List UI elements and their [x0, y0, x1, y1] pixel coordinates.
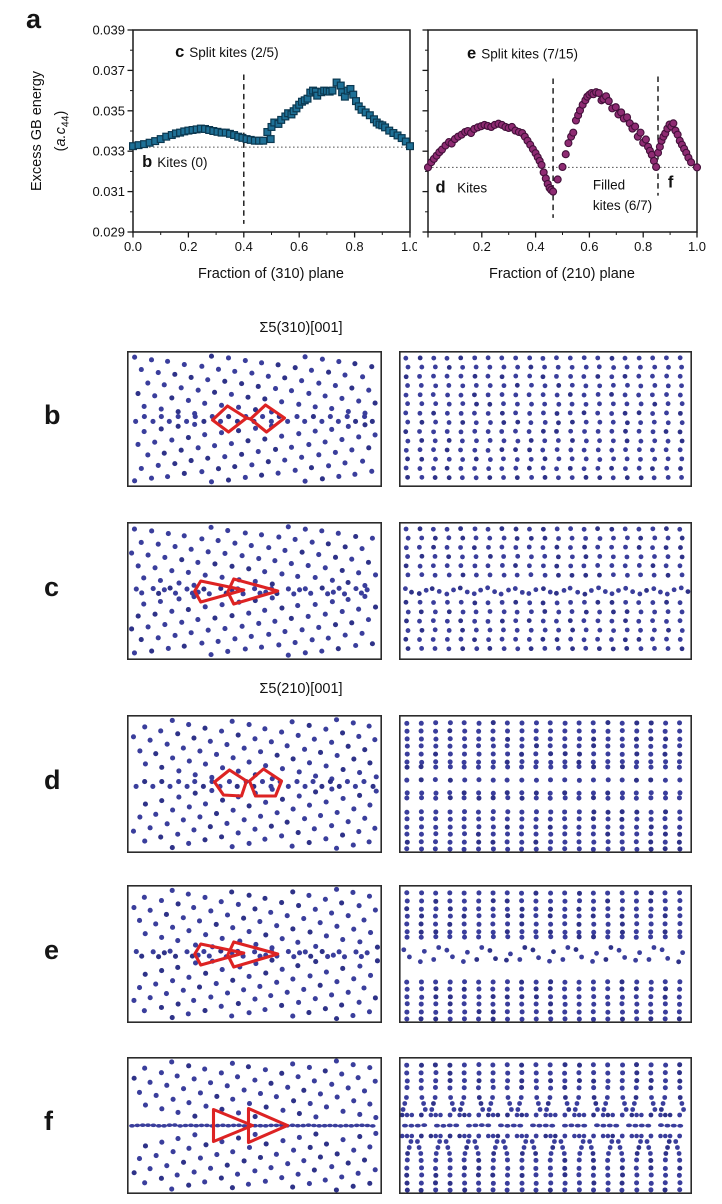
panel-label-c: c: [44, 572, 60, 602]
chart-gb-energy-310: 0.0 0.2 0.4 0.6 0.8 1.0 0.029 0.031 0.033 0.035 0.…: [29, 23, 417, 283]
panel-border: [127, 885, 382, 1023]
panel-border: [399, 522, 692, 660]
panel-f-gb-structure: [127, 1057, 382, 1194]
kite-structural-unit-outline: [193, 940, 280, 969]
plot-annotation: e Split kites (7/15): [467, 44, 578, 62]
x-tick-label: 0.8: [634, 239, 652, 254]
panel-border: [127, 522, 382, 660]
panel-row-e: e: [0, 885, 722, 1023]
panel-border: [127, 1057, 382, 1194]
panel-e-gb-structure: [127, 885, 382, 1023]
atom-dots: [131, 886, 380, 1022]
panel-label-d: d: [44, 765, 61, 795]
y-axis-title: Excess GB energy: [29, 70, 45, 191]
panel-d-gb-structure: [127, 715, 382, 853]
atom-dots: [399, 1062, 686, 1193]
panel-b-gb-structure: [127, 351, 382, 487]
kite-structural-unit-outline: [212, 767, 284, 798]
panel-border: [399, 715, 692, 853]
panel-row-f: f: [0, 1057, 722, 1194]
atom-dots: [404, 720, 683, 852]
y-axis-unit: (a.c44): [53, 111, 72, 152]
x-axis-title: Fraction of (210) plane: [489, 266, 635, 282]
atom-dots: [403, 526, 691, 652]
panel-d-lattice-columns: [399, 715, 692, 853]
panel-row-c: c: [0, 522, 722, 660]
plot-annotation: Filled: [593, 178, 625, 193]
atom-dots: [401, 890, 686, 1022]
x-tick-label: 0.0: [124, 239, 142, 254]
kite-structural-unit-outline: [210, 403, 287, 434]
x-tick-label: 0.6: [580, 239, 598, 254]
panel-label-e: e: [44, 935, 60, 965]
x-tick-label: 0.4: [527, 239, 545, 254]
panel-row-d: d: [0, 715, 722, 853]
section-title-210: Σ5(210)[001]: [259, 681, 343, 697]
x-tick-label: 0.4: [235, 239, 253, 254]
panel-border: [399, 885, 692, 1023]
chart-gb-energy-210: 0.2 0.4 0.6 0.8 1.0 Fraction of (210) plane e S…: [422, 29, 706, 282]
plot-annotation: kites (6/7): [593, 198, 652, 213]
atom-dots: [403, 355, 685, 481]
plot-annotation: d: [436, 179, 446, 197]
panel-label-a: a: [26, 4, 42, 34]
plot-annotation: c Split kites (2/5): [175, 43, 278, 61]
panel-b-lattice-columns: [399, 351, 692, 487]
panel-c-lattice-columns: [399, 522, 692, 660]
atom-dots: [130, 717, 379, 851]
y-tick-label: 0.029: [92, 225, 125, 240]
y-tick-label: 0.031: [92, 184, 125, 199]
atom-dots: [132, 353, 378, 485]
atom-dots: [129, 1058, 379, 1193]
panel-row-b: b: [0, 351, 722, 487]
plot-annotation: Kites: [457, 181, 487, 196]
atom-dots: [129, 524, 379, 658]
kite-structural-unit-outline: [211, 1106, 290, 1145]
y-tick-label: 0.039: [92, 23, 125, 38]
panel-border: [399, 1057, 692, 1194]
panel-border: [127, 351, 382, 487]
scatter-points: [423, 88, 702, 196]
x-tick-label: 0.2: [179, 239, 197, 254]
panel-label-b: b: [44, 400, 61, 430]
y-tick-label: 0.033: [92, 144, 125, 159]
section-title-310: Σ5(310)[001]: [259, 320, 343, 336]
panel-border: [127, 715, 382, 853]
panel-label-f: f: [44, 1106, 53, 1136]
plot-annotation: f: [668, 174, 674, 192]
x-tick-label: 1.0: [401, 239, 417, 254]
x-tick-label: 0.2: [473, 239, 491, 254]
panel-border: [399, 351, 692, 487]
x-tick-label: 0.8: [346, 239, 364, 254]
x-tick-label: 0.6: [290, 239, 308, 254]
x-axis-title: Fraction of (310) plane: [198, 266, 344, 282]
panel-f-lattice-columns: [399, 1057, 692, 1194]
y-tick-label: 0.037: [92, 63, 125, 78]
scatter-points: [128, 78, 415, 151]
x-tick-label: 1.0: [688, 239, 706, 254]
panel-c-gb-structure: [127, 522, 382, 660]
panel-e-lattice-columns: [399, 885, 692, 1023]
y-tick-label: 0.035: [92, 103, 125, 118]
plot-annotation: b Kites (0): [142, 153, 207, 171]
kite-structural-unit-outline: [193, 577, 280, 606]
